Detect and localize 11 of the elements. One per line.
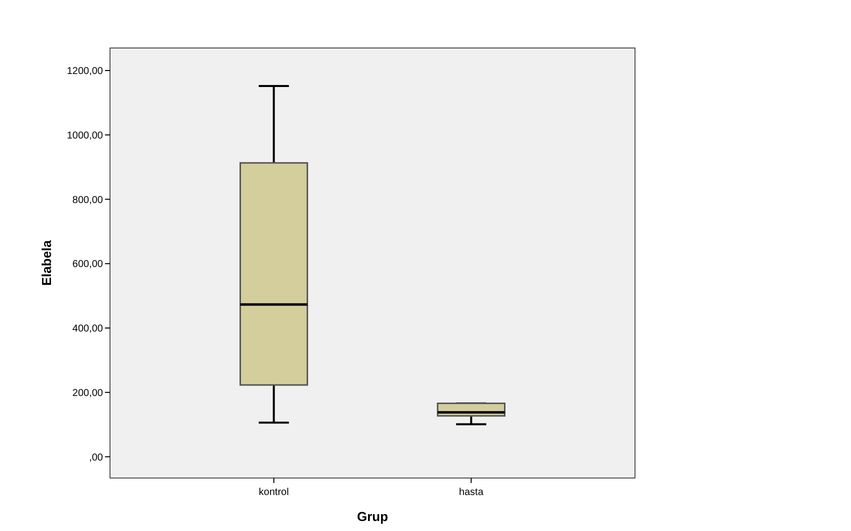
y-axis-title: Elabela	[39, 239, 54, 286]
y-tick-label: 1000,00	[66, 130, 104, 142]
y-tick-label: ,00	[89, 452, 104, 464]
x-tick-label: hasta	[458, 487, 484, 498]
y-tick-label: 1200,00	[66, 66, 104, 78]
y-tick-label: 800,00	[72, 194, 104, 206]
y-tick-label: 600,00	[72, 259, 104, 270]
x-axis-title: Grup	[356, 509, 388, 524]
y-tick-label: 200,00	[72, 388, 104, 399]
x-tick-label: kontrol	[258, 487, 289, 498]
y-tick-label: 400,00	[72, 324, 104, 335]
